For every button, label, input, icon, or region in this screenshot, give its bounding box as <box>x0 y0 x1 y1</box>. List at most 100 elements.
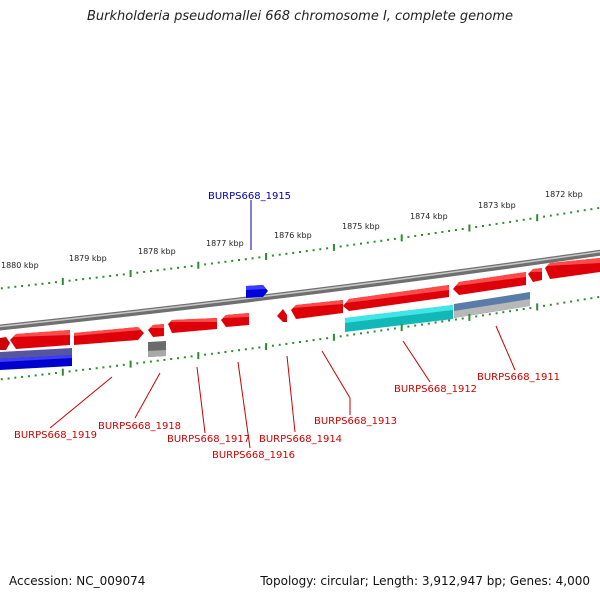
outer-scale-minor-tick <box>122 273 125 276</box>
gene-label-burps668-1919[interactable]: BURPS668_1919 <box>14 430 97 441</box>
outer-scale-minor-tick <box>312 249 315 252</box>
gene-label-burps668-1911[interactable]: BURPS668_1911 <box>477 372 560 383</box>
feature-steel-bar[interactable] <box>454 292 530 318</box>
outer-scale-minor-tick <box>75 278 78 281</box>
inner-scale-minor-tick <box>149 360 152 363</box>
inner-scale-minor-tick <box>170 358 173 360</box>
outer-scale-major-tick <box>468 224 471 232</box>
outer-scale-major-tick <box>536 214 539 222</box>
genome-summary-text: Topology: circular; Length: 3,912,947 bp… <box>260 574 590 588</box>
gene-burps668-1911[interactable] <box>453 272 526 295</box>
feature-blue-bar[interactable] <box>0 348 72 370</box>
inner-scale-minor-tick <box>312 339 315 342</box>
outer-scale-minor-tick <box>434 232 437 234</box>
gene-arrow[interactable] <box>148 324 164 337</box>
inner-scale-minor-tick <box>502 311 505 314</box>
gene-burps668-1918[interactable] <box>74 327 144 345</box>
outer-scale-minor-tick <box>224 260 227 263</box>
outer-scale-minor-tick <box>55 281 57 284</box>
outer-scale-minor-tick <box>143 270 146 273</box>
inner-scale-minor-tick <box>82 368 85 371</box>
inner-scale-minor-tick <box>326 337 329 340</box>
outer-scale-minor-tick <box>116 274 118 277</box>
inner-scale-minor-tick <box>339 335 342 338</box>
outer-scale-major-tick <box>332 243 335 251</box>
inner-scale-major-tick <box>197 352 200 360</box>
forward-gene-track <box>0 258 600 350</box>
scale-label-1875: 1875 kbp <box>342 222 380 231</box>
gene-burps668-1916[interactable] <box>221 313 249 327</box>
outer-scale-minor-tick <box>156 269 159 272</box>
gene-burps668-1912[interactable] <box>343 285 449 311</box>
inner-scale-major-tick <box>129 360 132 368</box>
gene-burps668-1919[interactable] <box>10 330 70 349</box>
inner-scale-minor-tick <box>583 298 586 301</box>
outer-scale-minor-tick <box>258 256 261 259</box>
inner-scale-minor-tick <box>590 297 593 300</box>
gene-label-burps668-1914[interactable]: BURPS668_1914 <box>259 434 342 445</box>
inner-scale-minor-tick <box>7 377 10 380</box>
outer-scale-minor-tick <box>448 230 451 232</box>
outer-scale-minor-tick <box>102 275 105 278</box>
inner-scale-minor-tick <box>346 334 349 337</box>
outer-scale-minor-tick <box>319 248 322 251</box>
outer-scale-minor-tick <box>380 239 383 242</box>
inner-scale-minor-tick <box>353 333 356 336</box>
inner-scale-minor-tick <box>434 321 437 324</box>
gene-label-burps668-1912[interactable]: BURPS668_1912 <box>394 384 477 395</box>
outer-scale-minor-tick <box>339 245 342 248</box>
gene-burps668-1917[interactable] <box>168 318 217 333</box>
outer-scale-minor-tick <box>502 221 505 224</box>
gene-label-burps668-1915[interactable]: BURPS668_1915 <box>208 191 291 202</box>
scale-label-1879: 1879 kbp <box>69 254 107 263</box>
outer-scale-minor-tick <box>597 207 600 210</box>
outer-scale-minor-tick <box>68 279 71 282</box>
outer-scale-minor-tick <box>292 251 295 254</box>
gene-label-burps668-1916[interactable]: BURPS668_1916 <box>212 450 295 461</box>
outer-scale-major-tick <box>400 234 403 242</box>
outer-scale-major-tick <box>129 270 132 277</box>
gene-burps668-1913[interactable] <box>291 300 343 319</box>
inner-scale-minor-tick <box>244 348 247 351</box>
outer-scale-minor-tick <box>522 218 525 221</box>
outer-scale-minor-tick <box>210 262 213 265</box>
inner-scale-minor-tick <box>387 328 390 331</box>
gene-label-burps668-1918[interactable]: BURPS668_1918 <box>98 421 181 432</box>
gene-arrow[interactable] <box>528 268 542 282</box>
inner-scale-minor-tick <box>75 369 78 372</box>
inner-scale-minor-tick <box>482 314 484 317</box>
inner-scale-minor-tick <box>509 310 512 313</box>
outer-scale-minor-tick <box>326 247 329 250</box>
gene-arrow[interactable] <box>545 258 600 279</box>
outer-scale-minor-tick <box>190 265 193 268</box>
gene-labels: BURPS668_1915 BURPS668_1919 BURPS668_191… <box>14 191 560 461</box>
outer-scale-minor-tick <box>7 286 10 289</box>
gene-label-burps668-1913[interactable]: BURPS668_1913 <box>314 416 397 427</box>
outer-scale-minor-tick <box>170 267 173 270</box>
gene-burps668-1915[interactable] <box>246 285 268 298</box>
feature-grey-block[interactable] <box>148 341 166 357</box>
gene-arrow[interactable] <box>0 337 10 350</box>
outer-scale-minor-tick <box>21 285 24 287</box>
outer-scale-minor-tick <box>509 220 512 223</box>
outer-scale-major-tick <box>61 278 64 285</box>
scale-label-1880: 1880 kbp <box>1 261 39 270</box>
outer-scale-minor-tick <box>41 282 44 285</box>
gene-burps668-1914[interactable] <box>277 309 287 322</box>
outer-scale-track <box>0 207 600 290</box>
gene-label-burps668-1917[interactable]: BURPS668_1917 <box>167 434 250 445</box>
feature-cyan-bar[interactable] <box>345 305 453 332</box>
inner-scale-minor-tick <box>122 363 125 366</box>
outer-scale-minor-tick <box>529 217 532 220</box>
inner-scale-minor-tick <box>563 301 566 304</box>
inner-scale-minor-tick <box>556 302 559 305</box>
inner-scale-minor-tick <box>116 364 118 367</box>
inner-scale-minor-tick <box>88 368 91 370</box>
inner-scale-minor-tick <box>380 329 383 332</box>
inner-scale-minor-tick <box>48 372 51 375</box>
inner-scale-minor-tick <box>21 375 24 378</box>
inner-scale-minor-tick <box>95 367 98 370</box>
outer-scale-major-tick <box>265 253 268 260</box>
inner-scale-minor-tick <box>515 309 518 312</box>
scale-label-1877: 1877 kbp <box>206 239 244 248</box>
